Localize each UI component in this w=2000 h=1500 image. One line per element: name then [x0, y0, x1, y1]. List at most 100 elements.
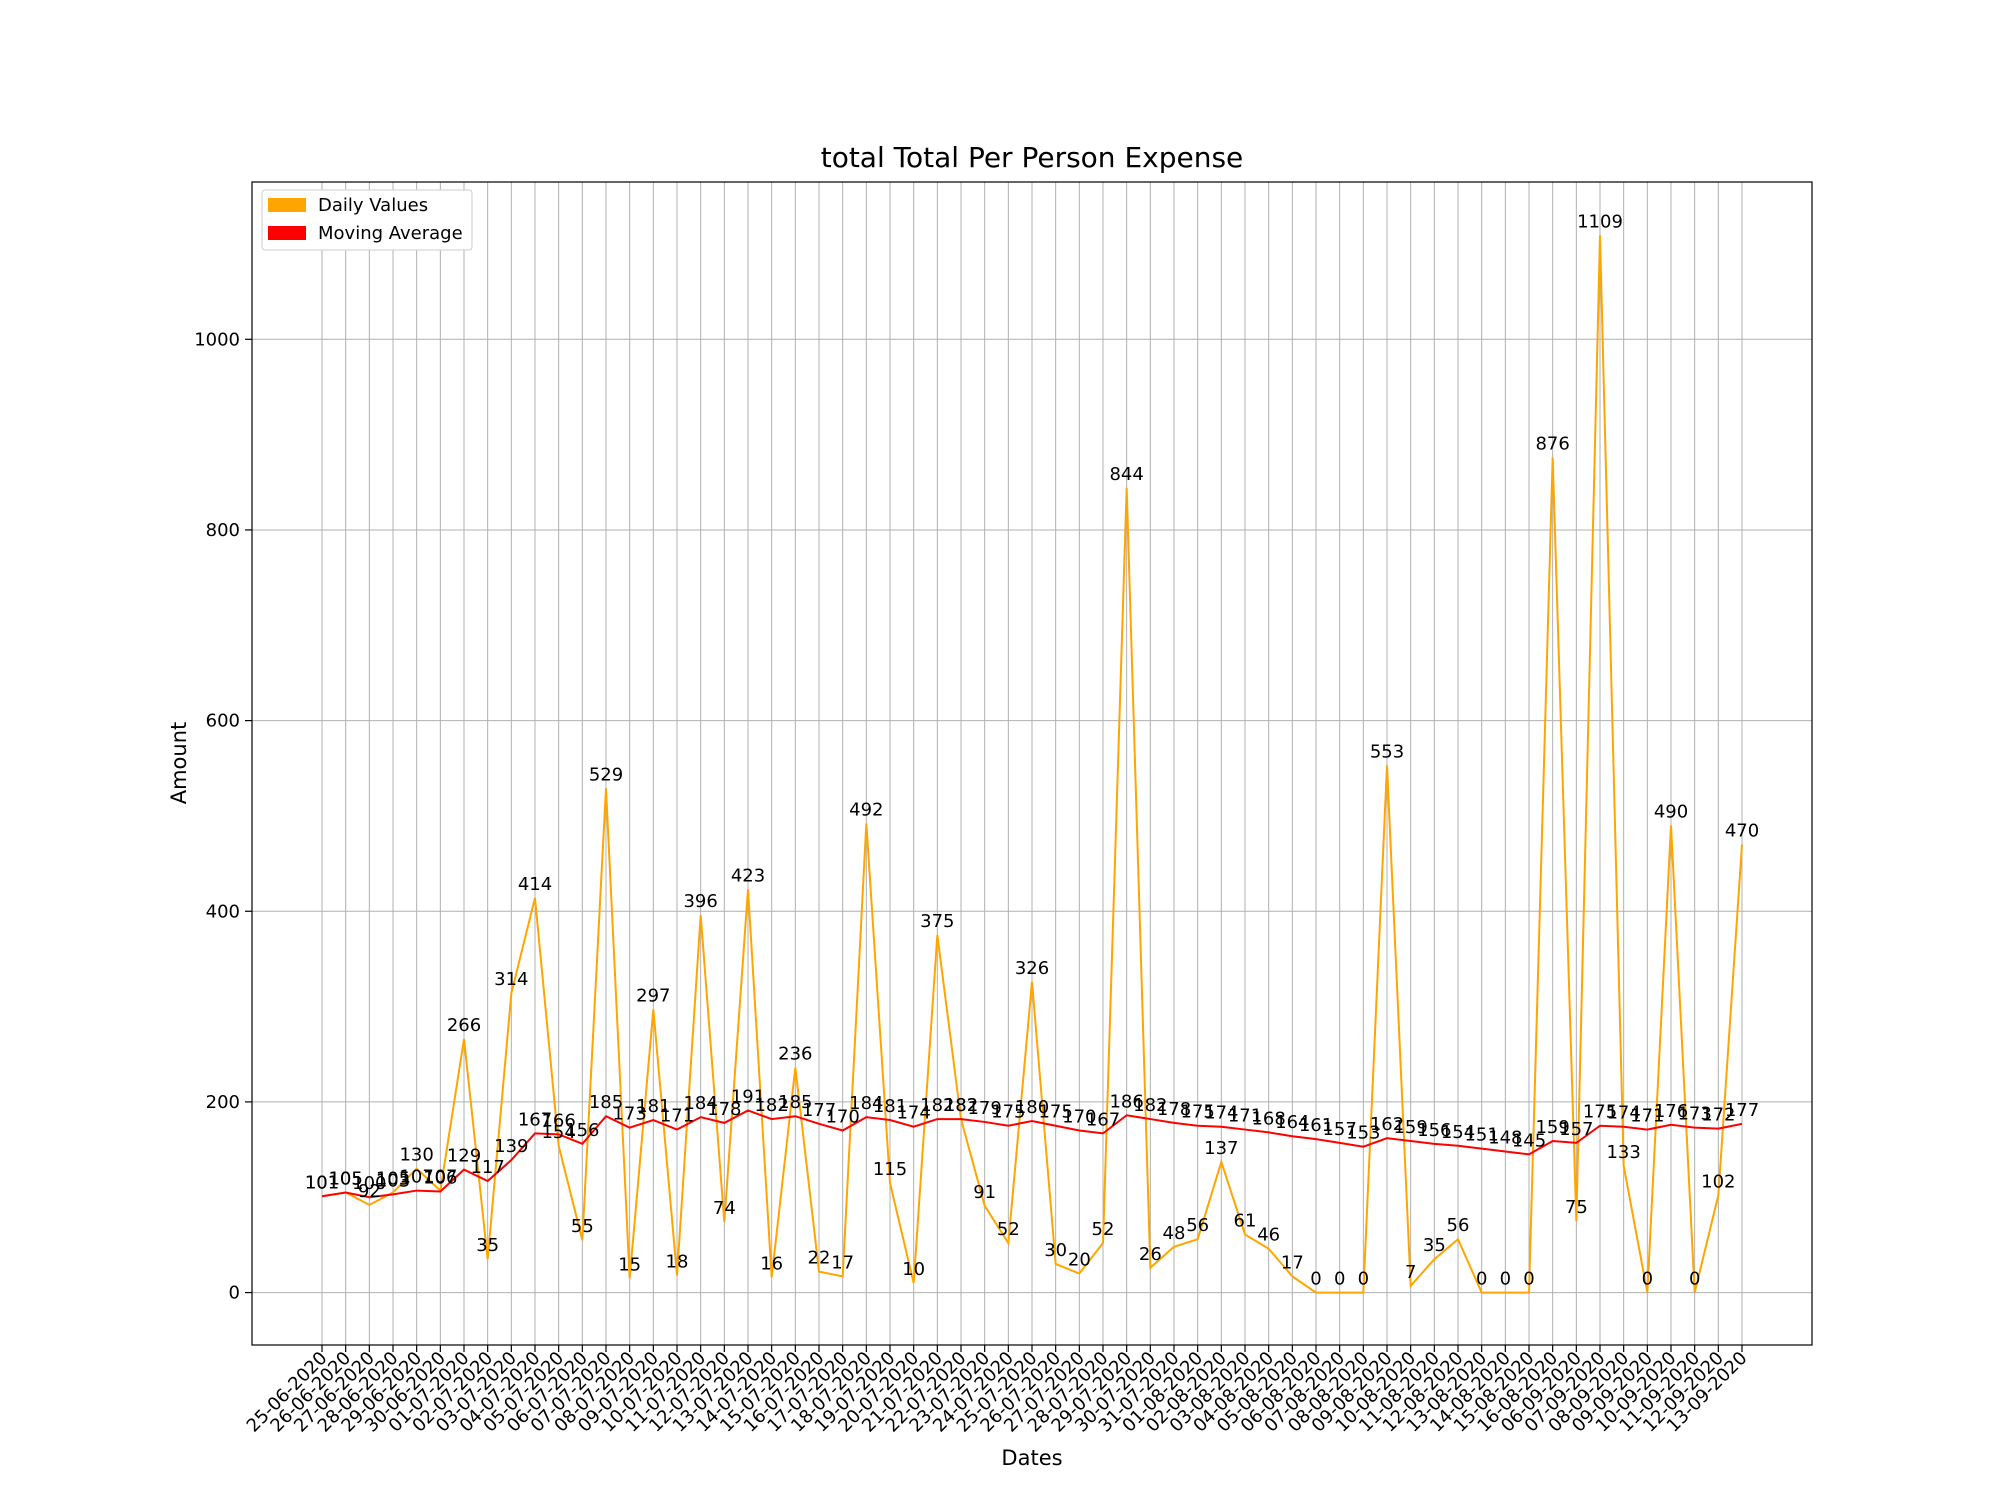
data-label-daily-values: 236: [778, 1044, 812, 1065]
x-axis-title: Dates: [1001, 1446, 1062, 1470]
y-tick-label: 800: [206, 520, 240, 541]
data-label-daily-values: 74: [713, 1198, 736, 1219]
data-label-daily-values: 876: [1535, 433, 1569, 454]
chart-title: total Total Per Person Expense: [821, 141, 1244, 174]
data-label-moving-average: 173: [1677, 1104, 1711, 1125]
data-label-daily-values: 30: [1044, 1240, 1067, 1261]
data-label-moving-average: 175: [1583, 1102, 1617, 1123]
data-label-moving-average: 156: [565, 1120, 599, 1141]
data-label-moving-average: 171: [1630, 1106, 1664, 1127]
data-label-moving-average: 171: [660, 1106, 694, 1127]
data-labels: 1011059210513010726635314414154555291529…: [305, 211, 1759, 1289]
data-label-daily-values: 17: [1281, 1252, 1304, 1273]
series-line-moving-average: [321, 1109, 1743, 1199]
data-label-moving-average: 166: [541, 1110, 575, 1131]
data-label-moving-average: 175: [1180, 1102, 1214, 1123]
data-label-moving-average: 145: [1512, 1130, 1546, 1151]
data-label-daily-values: 0: [1334, 1269, 1345, 1290]
y-tick-label: 200: [206, 1092, 240, 1113]
data-label-daily-values: 61: [1234, 1210, 1257, 1231]
data-label-moving-average: 105: [328, 1168, 362, 1189]
y-tick-label: 0: [229, 1283, 240, 1304]
data-label-moving-average: 170: [825, 1107, 859, 1128]
data-label-moving-average: 159: [1535, 1117, 1569, 1138]
data-label-daily-values: 52: [997, 1219, 1020, 1240]
data-label-daily-values: 115: [873, 1159, 907, 1180]
data-label-moving-average: 167: [518, 1109, 552, 1130]
y-tick-label: 600: [206, 711, 240, 732]
data-label-daily-values: 0: [1310, 1269, 1321, 1290]
data-label-moving-average: 175: [991, 1102, 1025, 1123]
data-label-daily-values: 396: [683, 891, 717, 912]
data-label-moving-average: 191: [731, 1086, 765, 1107]
data-label-daily-values: 492: [849, 800, 883, 821]
data-label-daily-values: 0: [1476, 1269, 1487, 1290]
data-label-moving-average: 173: [612, 1104, 646, 1125]
series-line-daily-values: [321, 235, 1743, 1294]
data-label-moving-average: 177: [802, 1100, 836, 1121]
data-label-daily-values: 56: [1447, 1215, 1470, 1236]
grid: [252, 182, 1812, 1345]
legend-box: [261, 189, 473, 251]
data-label-moving-average: 186: [1109, 1091, 1143, 1112]
data-label-moving-average: 100: [352, 1173, 386, 1194]
data-label-daily-values: 137: [1204, 1138, 1238, 1159]
data-label-moving-average: 182: [1133, 1095, 1167, 1116]
data-label-daily-values: 297: [636, 985, 670, 1006]
y-axis-ticks: 0 200 400 600 800 1000: [194, 329, 252, 1304]
data-label-moving-average: 174: [896, 1103, 930, 1124]
data-label-daily-values: 490: [1654, 801, 1688, 822]
data-label-moving-average: 151: [1464, 1125, 1498, 1146]
data-label-moving-average: 179: [967, 1098, 1001, 1119]
data-label-moving-average: 167: [1086, 1109, 1120, 1130]
data-label-moving-average: 180: [1015, 1097, 1049, 1118]
data-label-daily-values: 130: [399, 1145, 433, 1166]
x-axis-ticks: 25-06-202026-06-202027-06-202028-06-2020…: [243, 1345, 1752, 1437]
data-label-moving-average: 157: [1322, 1119, 1356, 1140]
data-label-moving-average: 174: [1606, 1103, 1640, 1124]
y-tick-label: 400: [206, 901, 240, 922]
data-label-daily-values: 314: [494, 969, 528, 990]
data-label-moving-average: 178: [707, 1099, 741, 1120]
data-label-daily-values: 470: [1725, 821, 1759, 842]
data-label-moving-average: 159: [1393, 1117, 1427, 1138]
data-label-daily-values: 844: [1109, 464, 1143, 485]
data-label-daily-values: 46: [1257, 1225, 1280, 1246]
data-label-daily-values: 48: [1163, 1223, 1186, 1244]
legend-swatch-daily-values: [268, 198, 306, 212]
series-lines: [321, 235, 1743, 1294]
data-label-daily-values: 375: [920, 911, 954, 932]
data-label-daily-values: 55: [571, 1216, 594, 1237]
data-label-moving-average: 185: [778, 1092, 812, 1113]
data-label-daily-values: 0: [1642, 1269, 1653, 1290]
data-label-daily-values: 154: [541, 1122, 575, 1143]
data-label-daily-values: 105: [376, 1168, 410, 1189]
data-label-daily-values: 16: [760, 1253, 783, 1274]
data-label-daily-values: 107: [423, 1167, 457, 1188]
data-label-daily-values: 0: [1500, 1269, 1511, 1290]
data-label-moving-average: 168: [1251, 1108, 1285, 1129]
data-label-moving-average: 174: [1204, 1103, 1238, 1124]
data-label-daily-values: 20: [1068, 1250, 1091, 1271]
data-label-moving-average: 178: [1157, 1099, 1191, 1120]
data-label-moving-average: 170: [1062, 1107, 1096, 1128]
legend-label-moving-average: Moving Average: [318, 223, 463, 244]
data-label-daily-values: 0: [1358, 1269, 1369, 1290]
data-label-daily-values: 105: [328, 1168, 362, 1189]
data-label-daily-values: 56: [1186, 1215, 1209, 1236]
data-label-daily-values: 26: [1139, 1244, 1162, 1265]
data-label-moving-average: 148: [1488, 1127, 1522, 1148]
data-label-moving-average: 106: [423, 1168, 457, 1189]
data-label-moving-average: 101: [305, 1172, 339, 1193]
data-label-daily-values: 75: [1565, 1197, 1588, 1218]
data-label-moving-average: 153: [1346, 1123, 1380, 1144]
data-label-moving-average: 164: [1275, 1112, 1309, 1133]
data-label-daily-values: 326: [1015, 958, 1049, 979]
data-label-moving-average: 117: [470, 1157, 504, 1178]
data-label-moving-average: 162: [1370, 1114, 1404, 1135]
data-label-moving-average: 107: [399, 1167, 433, 1188]
data-label-moving-average: 184: [683, 1093, 717, 1114]
data-label-moving-average: 156: [1417, 1120, 1451, 1141]
data-label-daily-values: 266: [447, 1015, 481, 1036]
